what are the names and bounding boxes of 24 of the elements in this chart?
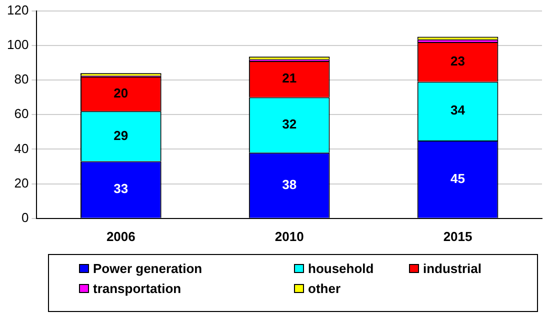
y-tick-label: 120 — [6, 2, 29, 18]
y-tick-label: 0 — [21, 210, 29, 225]
x-tick-label: 2015 — [443, 228, 472, 244]
data-label: 32 — [282, 116, 297, 132]
data-label: 34 — [450, 102, 466, 118]
y-tick-label: 40 — [14, 140, 29, 156]
data-label: 20 — [114, 85, 128, 100]
legend-label: transportation — [93, 281, 182, 296]
y-tick-label: 60 — [14, 106, 29, 122]
y-tick-label: 100 — [6, 36, 29, 52]
data-label: 38 — [282, 176, 297, 192]
y-tick-label: 80 — [14, 72, 29, 87]
data-label: 23 — [450, 53, 466, 68]
data-label: 33 — [114, 181, 128, 196]
data-label: 21 — [282, 70, 297, 86]
legend-label: Power generation — [93, 261, 202, 276]
x-tick-label: 2010 — [274, 228, 304, 244]
data-label: 29 — [114, 128, 128, 143]
y-tick-label: 20 — [14, 175, 29, 190]
legend-label: household — [308, 261, 374, 276]
legend-label: industrial — [423, 261, 482, 276]
legend-label: other — [308, 281, 340, 296]
x-tick-label: 2006 — [106, 228, 136, 244]
data-label: 45 — [450, 170, 466, 186]
